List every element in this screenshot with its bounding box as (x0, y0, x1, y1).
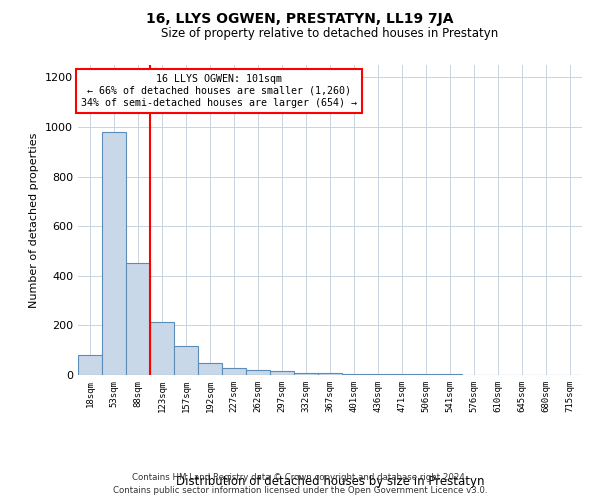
Bar (294, 372, 318, 375)
Bar (414, 374, 438, 375)
X-axis label: Distribution of detached houses by size in Prestatyn: Distribution of detached houses by size … (176, 474, 484, 488)
Bar (270, 372, 294, 375)
Bar (174, 346, 198, 375)
Bar (150, 322, 174, 375)
Text: 16, LLYS OGWEN, PRESTATYN, LL19 7JA: 16, LLYS OGWEN, PRESTATYN, LL19 7JA (146, 12, 454, 26)
Bar (390, 374, 414, 375)
Bar (438, 374, 462, 375)
Bar (126, 264, 150, 375)
Bar (102, 132, 126, 375)
Bar (366, 374, 390, 375)
Bar (78, 355, 102, 375)
Title: Size of property relative to detached houses in Prestatyn: Size of property relative to detached ho… (161, 27, 499, 40)
Text: Contains HM Land Registry data © Crown copyright and database right 2024.
Contai: Contains HM Land Registry data © Crown c… (113, 474, 487, 495)
Bar (318, 373, 342, 375)
Bar (246, 370, 270, 375)
Bar (342, 374, 366, 375)
Text: 16 LLYS OGWEN: 101sqm
← 66% of detached houses are smaller (1,260)
34% of semi-d: 16 LLYS OGWEN: 101sqm ← 66% of detached … (81, 74, 357, 108)
Bar (198, 362, 222, 375)
Y-axis label: Number of detached properties: Number of detached properties (29, 132, 40, 308)
Bar (222, 368, 246, 375)
